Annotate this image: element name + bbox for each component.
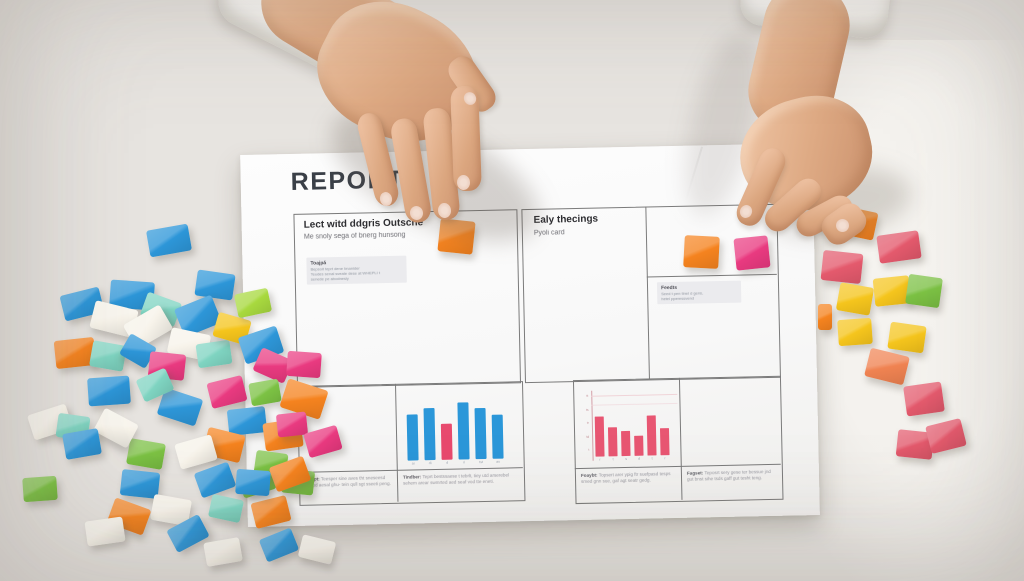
- wooden-block-white: [297, 534, 337, 565]
- wooden-block-blue: [193, 461, 237, 499]
- wooden-block-green: [126, 438, 166, 470]
- wooden-block-blue: [62, 428, 102, 460]
- wooden-block-blue: [194, 269, 236, 301]
- wooden-block-orange: [250, 495, 292, 529]
- wooden-block-blue: [258, 527, 300, 563]
- wooden-block-blue: [235, 468, 271, 497]
- wooden-block-blue: [87, 375, 131, 407]
- wooden-block-rose: [925, 418, 967, 454]
- wooden-block-orange: [818, 304, 832, 330]
- wooden-block-blue: [226, 406, 268, 436]
- wooden-block-blue: [145, 223, 193, 258]
- wooden-block-white: [174, 434, 218, 470]
- wooden-block-teal: [195, 339, 233, 369]
- wooden-block-rose: [820, 249, 864, 285]
- wooden-block-yellow: [835, 282, 875, 316]
- wooden-block-white: [84, 516, 126, 547]
- wooden-block-rose: [876, 230, 922, 264]
- wooden-block-pink: [733, 235, 771, 271]
- wooden-block-rose: [903, 381, 945, 417]
- wooden-block-green: [248, 378, 282, 407]
- wooden-block-pink: [206, 375, 248, 409]
- wooden-block-pink: [286, 350, 322, 379]
- wooden-block-green: [905, 273, 943, 309]
- wooden-block-white: [203, 537, 243, 567]
- wooden-block-orange: [683, 235, 720, 269]
- wooden-block-teal: [89, 340, 127, 372]
- wooden-block-lime: [233, 287, 273, 319]
- wooden-block-teal: [207, 493, 245, 524]
- wooden-block-pink: [303, 424, 343, 459]
- wooden-block-yellow: [837, 317, 873, 347]
- wooden-block-yellow: [887, 321, 927, 354]
- wooden-block-coral: [864, 347, 910, 386]
- wooden-block-green: [22, 475, 58, 503]
